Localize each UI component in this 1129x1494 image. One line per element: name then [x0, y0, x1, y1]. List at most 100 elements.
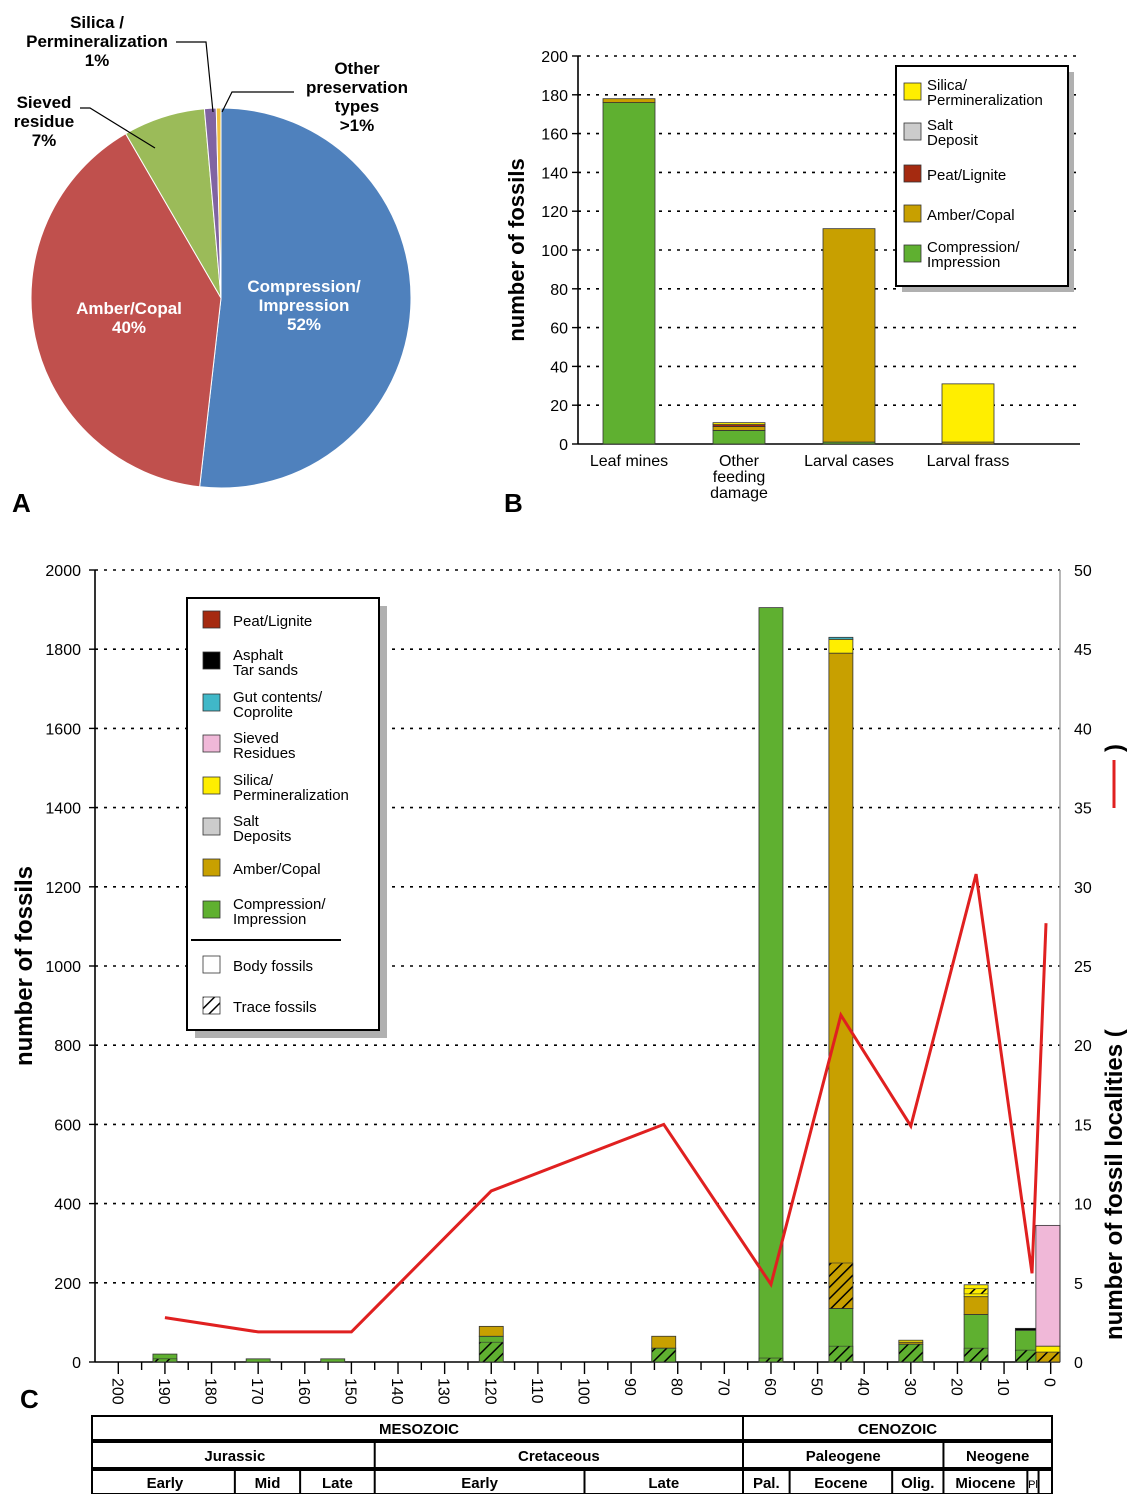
legend-label-line: Asphalt: [233, 647, 284, 664]
x-tick-label: 40: [854, 1378, 871, 1396]
x-tick-label: 180: [202, 1378, 219, 1405]
pie-label-sieved: Sieved residue 7%: [14, 93, 74, 150]
leader-line: [221, 91, 294, 113]
legend-label-line: Compression/: [927, 239, 1020, 256]
x-tick-label: 200: [108, 1378, 125, 1405]
bar-segment: [245, 1358, 271, 1363]
x-tick-label: 110: [528, 1378, 545, 1404]
pie-slice: [30, 132, 222, 488]
legend-label: Amber/Copal: [233, 861, 321, 878]
timescale-epoch: Miocene: [955, 1475, 1015, 1492]
legend-label-line: Permineralization: [233, 787, 349, 804]
timescale-era: MESOZOIC: [379, 1421, 459, 1438]
x-tick-label: 160: [295, 1378, 312, 1405]
y2-tick-label: 5: [1074, 1276, 1083, 1293]
legend-label: Gut contents/Coprolite: [233, 689, 323, 721]
legend-swatch: [202, 610, 221, 629]
y-tick-label: 200: [541, 49, 568, 66]
timescale-epoch: Pal.: [753, 1475, 780, 1492]
bar-trace-segment: [963, 1347, 989, 1363]
pie-label-compression-line: Compression/: [247, 277, 361, 296]
bar-segment: [712, 422, 766, 426]
x-tick-label: 190: [155, 1378, 172, 1405]
bar-segment: [478, 1325, 504, 1337]
y-tick-label: 140: [541, 165, 568, 182]
legend-label: Body fossils: [233, 958, 313, 975]
timescale-epoch: Early: [147, 1475, 184, 1492]
y2-tick-label: 15: [1074, 1117, 1092, 1134]
legend-label-line: Trace fossils: [233, 999, 317, 1016]
x-tick-label: 50: [808, 1378, 825, 1396]
panel-c-timeline-chart: 0200400600800100012001400160018002000051…: [11, 563, 1128, 1405]
bar-segment: [651, 1335, 677, 1349]
legend-swatch: [202, 776, 221, 795]
bar-segment: [1035, 1224, 1061, 1347]
legend-label-line: Amber/Copal: [233, 861, 321, 878]
y-tick-label: 60: [550, 321, 568, 338]
x-tick-label: 90: [621, 1378, 638, 1396]
y-tick-label: 80: [550, 282, 568, 299]
legend-label-line: Compression/: [233, 896, 326, 913]
legend-label-line: Permineralization: [927, 92, 1043, 109]
legend-label-line: Silica/: [927, 77, 968, 94]
legend-swatch: [903, 82, 922, 101]
y-tick-label: 120: [541, 204, 568, 221]
y2-title-close: ): [1101, 744, 1128, 752]
y2-tick-label: 0: [1074, 1355, 1083, 1372]
bar-segment: [602, 98, 656, 103]
timescale-row: [91, 1441, 1053, 1469]
legend-label: Silica/Permineralization: [233, 772, 349, 804]
x-category-label: Larval cases: [804, 453, 894, 470]
panel-label-a: A: [12, 488, 31, 518]
bar-segment: [602, 102, 656, 445]
legend-swatch: [202, 955, 221, 974]
bar-trace-segment: [478, 1341, 504, 1363]
bar-trace-segment: [828, 1345, 854, 1363]
bar-trace-segment: [963, 1288, 989, 1295]
legend-swatch: [903, 204, 922, 223]
timescale-period: Cretaceous: [518, 1448, 600, 1465]
y-tick-label: 400: [54, 1197, 81, 1214]
y-axis-title: number of fossils: [11, 866, 38, 1066]
timescale-row: [91, 1415, 1053, 1441]
y-tick-label: 1800: [45, 642, 81, 659]
legend-swatch: [202, 651, 221, 670]
legend-label-line: Amber/Copal: [927, 207, 1015, 224]
y2-tick-label: 40: [1074, 721, 1092, 738]
bar-segment: [712, 426, 766, 431]
y-tick-label: 200: [54, 1276, 81, 1293]
y2-tick-label: 45: [1074, 642, 1092, 659]
y-tick-label: 1400: [45, 801, 81, 818]
legend-label: Compression/Impression: [927, 239, 1020, 271]
x-tick-label: 130: [435, 1378, 452, 1405]
pie-label-amber-line: Amber/Copal: [76, 299, 182, 318]
legend-label-line: Peat/Lignite: [927, 167, 1006, 184]
panel-label-b: B: [504, 488, 523, 518]
y2-tick-label: 20: [1074, 1038, 1092, 1055]
legend-label-line: Impression: [927, 254, 1000, 271]
bar-trace-segment: [1035, 1351, 1061, 1363]
legend-swatch: [903, 244, 922, 263]
x-category-label-line: feeding: [713, 469, 766, 486]
timescale-epoch: Olig.: [901, 1475, 934, 1492]
y-tick-label: 0: [559, 437, 568, 454]
x-tick-label: 80: [668, 1378, 685, 1396]
y-tick-label: 160: [541, 127, 568, 144]
legend-label-line: Residues: [233, 745, 296, 762]
pie-label-silica-line: Permineralization: [26, 32, 168, 51]
y-tick-label: 1200: [45, 880, 81, 897]
y2-tick-label: 35: [1074, 801, 1092, 818]
bar-segment: [712, 430, 766, 445]
timescale-epoch: Early: [461, 1475, 498, 1492]
legend-label: Peat/Lignite: [233, 613, 312, 630]
pie-label-compression-line: 52%: [287, 315, 321, 334]
legend-label-line: Peat/Lignite: [233, 613, 312, 630]
y-tick-label: 2000: [45, 563, 81, 580]
x-tick-label: 140: [388, 1378, 405, 1405]
timescale-era: CENOZOIC: [858, 1421, 937, 1438]
pie-label-silica-line: 1%: [85, 51, 110, 70]
pie-label-other: Other preservation types >1%: [306, 59, 408, 135]
timescale-epoch: Eocene: [814, 1475, 867, 1492]
legend-label-line: Deposit: [927, 132, 979, 149]
